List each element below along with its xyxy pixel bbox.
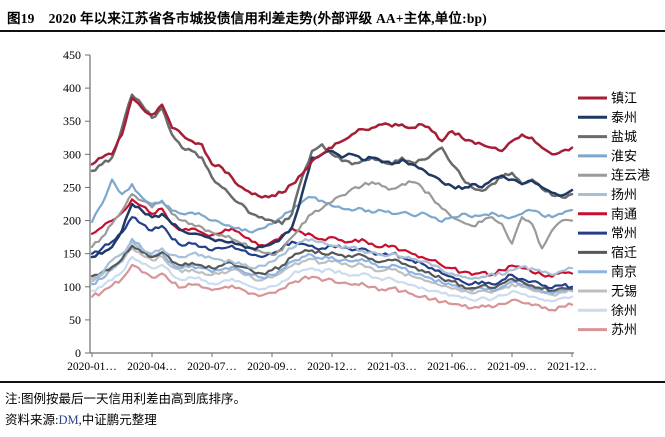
legend-label-suzhou: 苏州 [611, 322, 637, 337]
legend-item-lianyungang: 连云港 [578, 168, 650, 183]
series-line-yancheng [90, 93, 574, 226]
legend-label-yangzhou: 扬州 [611, 187, 637, 202]
y-tick-label: 250 [63, 180, 81, 194]
credit-spread-line-chart: 0 50 100 150 200 250 300 350 400 450 2020-01… 2020-… [63, 48, 650, 373]
y-tick-label: 150 [63, 247, 81, 261]
legend-item-nantong: 南通 [578, 206, 637, 221]
legend-label-nantong: 南通 [611, 206, 637, 221]
figure-title-text: 2020 年以来江苏省各市城投债信用利差走势(外部评级 AA+主体,单位:bp) [48, 11, 487, 26]
axes: 0 50 100 150 200 250 300 350 400 450 2020-01… 2020-… [63, 48, 597, 373]
y-tick-label: 450 [63, 48, 81, 62]
series-lines [90, 93, 574, 312]
legend-label-yancheng: 盐城 [611, 129, 637, 144]
y-tick-label: 0 [75, 346, 81, 360]
y-tick-label: 300 [63, 147, 81, 161]
source-suffix: ,中证鹏元整理 [78, 413, 157, 427]
series-line-wuxi [90, 247, 574, 297]
legend-label-nanjing: 南京 [611, 264, 637, 279]
x-tick-label: 2021-12… [547, 361, 597, 373]
legend-label-xuzhou: 徐州 [611, 303, 637, 318]
series-line-xuzhou [90, 255, 574, 303]
legend-item-huaian: 淮安 [578, 148, 637, 163]
legend-item-changzhou: 常州 [578, 226, 637, 241]
source-label: 资料来源: [5, 413, 59, 427]
y-tick-label: 50 [69, 313, 81, 327]
x-tick-label: 2021-09… [487, 361, 537, 373]
y-tick-label: 350 [63, 114, 81, 128]
legend-label-wuxi: 无锡 [611, 284, 637, 299]
y-tick-label: 400 [63, 81, 81, 95]
legend-label-lianyungang: 连云港 [611, 168, 650, 183]
series-line-taizhou [90, 149, 574, 259]
legend-label-taizhou: 泰州 [611, 110, 637, 125]
x-tick-label: 2020-04… [127, 361, 177, 373]
y-tick-label: 200 [63, 214, 81, 228]
series-line-yangzhou [90, 238, 574, 283]
figure-number: 图19 [7, 11, 35, 26]
series-line-suqian [90, 244, 574, 292]
legend-label-zhenjiang: 镇江 [611, 91, 637, 106]
legend-item-zhenjiang: 镇江 [578, 91, 637, 106]
x-tick-label: 2020-12… [307, 361, 357, 373]
legend-label-changzhou: 常州 [611, 226, 637, 241]
series-line-lianyungang [90, 180, 574, 257]
x-tick-label: 2021-03… [367, 361, 417, 373]
notes-divider-line [0, 381, 665, 383]
series-line-suzhou [90, 263, 574, 312]
data-source-note: 资料来源:DM,中证鹏元整理 [5, 409, 157, 428]
legend-label-huaian: 淮安 [611, 148, 637, 163]
legend-item-yancheng: 盐城 [578, 129, 637, 144]
legend-item-xuzhou: 徐州 [578, 303, 637, 318]
legend-item-suzhou: 苏州 [578, 322, 637, 337]
title-divider-line [0, 30, 665, 32]
x-tick-label: 2020-07… [187, 361, 237, 373]
figure-title: 图19 2020 年以来江苏省各市城投债信用利差走势(外部评级 AA+主体,单位:… [7, 7, 657, 27]
series-line-zhenjiang [90, 96, 574, 199]
legend-item-yangzhou: 扬州 [578, 187, 637, 202]
x-tick-label: 2020-01… [67, 361, 117, 373]
legend-item-suqian: 宿迁 [578, 245, 637, 260]
series-line-nanjing [90, 238, 574, 295]
legend-item-wuxi: 无锡 [578, 284, 637, 299]
x-tick-label: 2020-09… [247, 361, 297, 373]
series-line-huaian [90, 178, 574, 234]
x-tick-label: 2021-06… [427, 361, 477, 373]
legend-item-taizhou: 泰州 [578, 110, 637, 125]
legend-sort-note: 注:图例按最后一天信用利差由高到底排序。 [5, 392, 246, 406]
y-tick-label: 100 [63, 280, 81, 294]
legend-label-suqian: 宿迁 [611, 245, 637, 260]
legend-item-nanjing: 南京 [578, 264, 637, 279]
source-dm: DM [58, 413, 79, 427]
